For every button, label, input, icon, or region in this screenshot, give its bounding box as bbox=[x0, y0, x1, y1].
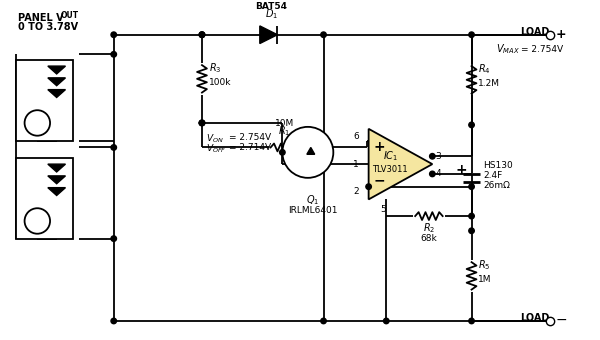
Polygon shape bbox=[48, 188, 65, 195]
Circle shape bbox=[469, 213, 474, 219]
Text: +: + bbox=[456, 163, 467, 177]
Circle shape bbox=[25, 208, 50, 234]
Text: 0 TO 3.78V: 0 TO 3.78V bbox=[17, 22, 78, 32]
Text: $R_1$: $R_1$ bbox=[278, 124, 290, 137]
Circle shape bbox=[430, 154, 435, 159]
Polygon shape bbox=[48, 176, 65, 184]
Polygon shape bbox=[48, 164, 65, 172]
Text: −: − bbox=[374, 174, 385, 188]
Circle shape bbox=[383, 318, 389, 324]
Text: LOAD: LOAD bbox=[521, 313, 550, 323]
Text: = 2.754V: = 2.754V bbox=[229, 133, 272, 142]
Text: IRLML6401: IRLML6401 bbox=[288, 206, 337, 215]
Polygon shape bbox=[307, 148, 315, 154]
Circle shape bbox=[469, 228, 474, 234]
Text: $R_3$: $R_3$ bbox=[209, 61, 221, 75]
Text: $R_2$: $R_2$ bbox=[423, 221, 435, 235]
Circle shape bbox=[199, 32, 205, 37]
Text: $V_{MAX}$: $V_{MAX}$ bbox=[496, 42, 520, 56]
Polygon shape bbox=[260, 26, 277, 44]
Circle shape bbox=[321, 318, 326, 324]
Circle shape bbox=[199, 120, 205, 126]
Bar bbox=[16, 158, 73, 239]
Polygon shape bbox=[48, 90, 65, 98]
Bar bbox=[16, 60, 73, 141]
Circle shape bbox=[25, 110, 50, 136]
Circle shape bbox=[111, 32, 116, 37]
Text: 1.2M: 1.2M bbox=[478, 79, 500, 88]
Polygon shape bbox=[48, 78, 65, 86]
Circle shape bbox=[111, 145, 116, 150]
Polygon shape bbox=[48, 66, 65, 74]
Text: HS130: HS130 bbox=[484, 161, 513, 170]
Text: 3: 3 bbox=[435, 152, 441, 161]
Text: = 2.754V: = 2.754V bbox=[521, 45, 563, 54]
Text: $I_{PV}$: $I_{PV}$ bbox=[28, 215, 41, 227]
Polygon shape bbox=[368, 129, 433, 199]
Circle shape bbox=[111, 318, 116, 324]
Circle shape bbox=[469, 318, 474, 324]
Text: LOAD: LOAD bbox=[521, 27, 550, 37]
Text: 100k: 100k bbox=[209, 78, 232, 87]
Text: +: + bbox=[556, 28, 566, 41]
Circle shape bbox=[469, 184, 474, 189]
Circle shape bbox=[321, 32, 326, 37]
Circle shape bbox=[469, 32, 474, 37]
Circle shape bbox=[111, 52, 116, 57]
Text: 5: 5 bbox=[380, 205, 386, 214]
Text: $V_{ON}$: $V_{ON}$ bbox=[206, 133, 224, 145]
Text: $V_{OFF}$: $V_{OFF}$ bbox=[206, 142, 226, 155]
Text: 6: 6 bbox=[353, 132, 359, 141]
Circle shape bbox=[199, 120, 205, 126]
Text: = 2.714V: = 2.714V bbox=[229, 142, 272, 152]
Text: −: − bbox=[556, 313, 568, 327]
Circle shape bbox=[469, 122, 474, 128]
Circle shape bbox=[283, 127, 334, 178]
Text: $R_4$: $R_4$ bbox=[478, 62, 491, 76]
Circle shape bbox=[430, 171, 435, 177]
Text: 2: 2 bbox=[353, 187, 359, 196]
Circle shape bbox=[199, 120, 205, 126]
Circle shape bbox=[366, 184, 371, 189]
Circle shape bbox=[280, 150, 285, 155]
Text: PANEL V: PANEL V bbox=[17, 13, 63, 23]
Text: 10M: 10M bbox=[275, 119, 294, 128]
Text: +: + bbox=[374, 140, 385, 154]
Text: 1: 1 bbox=[353, 159, 359, 169]
Circle shape bbox=[111, 236, 116, 241]
Circle shape bbox=[199, 32, 205, 37]
Text: $D_1$: $D_1$ bbox=[265, 7, 278, 21]
Text: BAT54: BAT54 bbox=[256, 2, 287, 11]
Text: $R_5$: $R_5$ bbox=[478, 258, 491, 272]
Text: $IC_1$: $IC_1$ bbox=[383, 149, 398, 163]
Text: TLV3011: TLV3011 bbox=[373, 165, 408, 174]
Text: 1M: 1M bbox=[478, 275, 492, 284]
Text: 26mΩ: 26mΩ bbox=[484, 181, 510, 190]
Text: 68k: 68k bbox=[421, 234, 437, 242]
Text: $I_{PV}$: $I_{PV}$ bbox=[28, 117, 41, 129]
Text: OUT: OUT bbox=[61, 11, 79, 20]
Circle shape bbox=[199, 32, 205, 37]
Text: 4: 4 bbox=[435, 169, 441, 178]
Text: $Q_1$: $Q_1$ bbox=[306, 193, 319, 207]
Text: 2.4F: 2.4F bbox=[484, 171, 503, 180]
